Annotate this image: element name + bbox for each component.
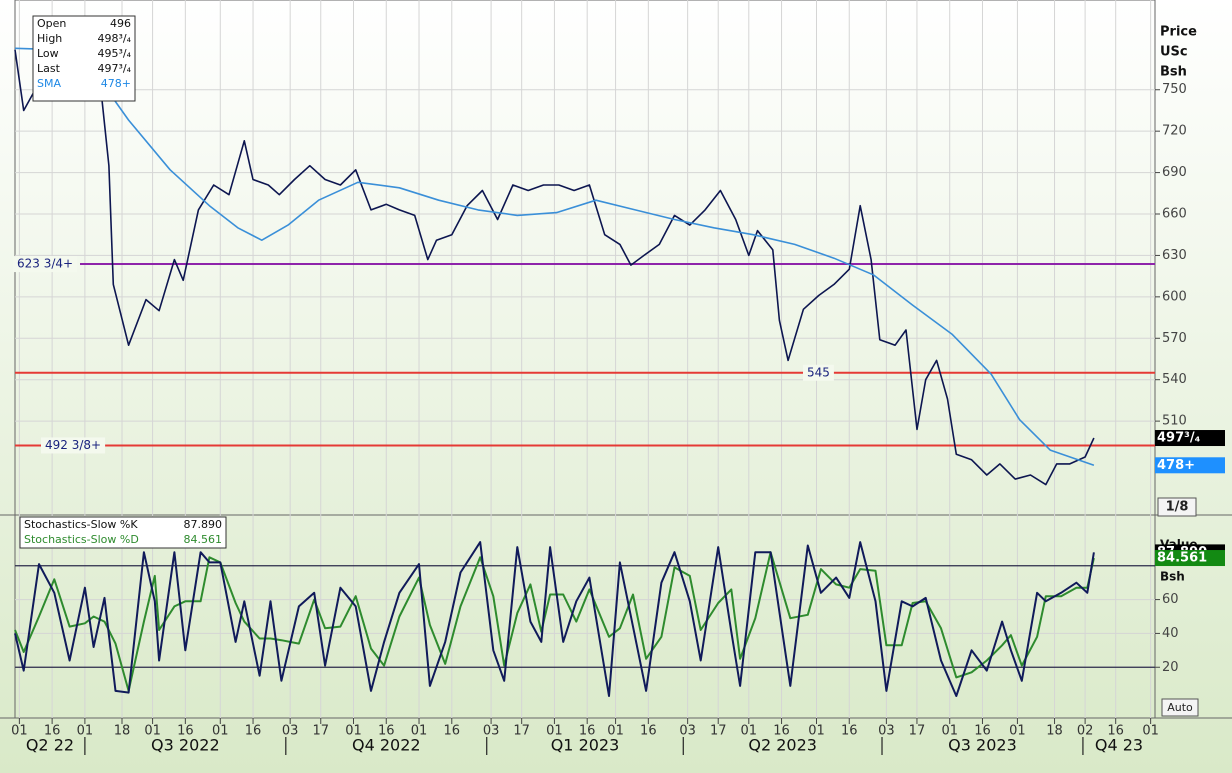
x-tick-label: 01 [1009, 724, 1026, 739]
x-tick-label: 01 [741, 724, 758, 739]
x-tick-label: 17 [909, 724, 926, 739]
x-tick-label: 01 [1142, 724, 1159, 739]
reference-label-bg [13, 256, 78, 273]
period-label: Q1 2023 [551, 736, 620, 755]
period-label: Q3 2023 [948, 736, 1017, 755]
info-value: 496 [110, 17, 131, 30]
axis-label: Bsh [1160, 65, 1187, 80]
x-tick-label: 03 [282, 724, 299, 739]
reference-label-bg [41, 437, 106, 454]
y-tick-label: 20 [1162, 660, 1179, 675]
scale-mode: Auto [1167, 701, 1193, 714]
x-tick-label: 02 [1077, 724, 1094, 739]
info-label: Low [37, 47, 59, 60]
y-tick-label: 540 [1162, 372, 1187, 387]
value-tag-bg [1155, 430, 1225, 447]
y-tick-label: 750 [1162, 82, 1187, 97]
x-tick-label: 16 [444, 724, 461, 739]
info-label: High [37, 32, 62, 45]
period-label: Q4 23 [1095, 736, 1143, 755]
info-box [32, 15, 136, 102]
y-tick-label: 60 [1162, 592, 1179, 607]
reference-label: 623 3/4+ [17, 257, 73, 271]
period-label: Q2 22 [26, 736, 74, 755]
y-tick-label: 660 [1162, 207, 1187, 222]
info-label: Open [37, 17, 66, 30]
x-tick-label: 17 [312, 724, 329, 739]
x-tick-label: 01 [144, 724, 161, 739]
info-value: 497³/₄ [97, 62, 131, 75]
x-tick-label: 01 [546, 724, 563, 739]
y-tick-label: 40 [1162, 626, 1179, 641]
value-tag: 84.561 [1157, 551, 1207, 566]
x-tick-label: 01 [11, 724, 28, 739]
info-label: Last [37, 62, 61, 75]
marks [14, 47, 1155, 697]
x-tick-label: 01 [345, 724, 362, 739]
period-label: Q3 2022 [151, 736, 220, 755]
info-value: 478+ [101, 77, 131, 90]
x-tick-label: 17 [513, 724, 530, 739]
period-label: Q2 2023 [748, 736, 817, 755]
info-value: 495³/₄ [97, 47, 131, 60]
axis-label: Bsh [1160, 570, 1185, 584]
x-tick-label: 16 [773, 724, 790, 739]
x-tick-label: 16 [841, 724, 858, 739]
x-tick-label: 01 [77, 724, 94, 739]
x-tick-label: 03 [679, 724, 696, 739]
legend-value: 87.890 [184, 518, 223, 531]
x-tick-label: 01 [941, 724, 958, 739]
y-tick-label: 570 [1162, 331, 1187, 346]
increment-label: 1/8 [1166, 500, 1189, 515]
legend-value: 84.561 [184, 533, 223, 546]
value-tag: 478+ [1157, 458, 1195, 473]
legend-label: Stochastics-Slow %D [24, 533, 139, 546]
x-tick-label: 16 [378, 724, 395, 739]
legend-label: Stochastics-Slow %K [24, 518, 138, 531]
value-tag-bg [1155, 550, 1225, 567]
period-label: Q4 2022 [352, 736, 421, 755]
value-tag: 497³/₄ [1157, 431, 1201, 446]
y-tick-label: 600 [1162, 289, 1187, 304]
y-tick-label: 510 [1162, 414, 1187, 429]
value-tag-bg [1155, 457, 1225, 474]
x-tick-label: 16 [974, 724, 991, 739]
labels: 01 16 01 18 01 16 01 16 03 17 01 16 01 16 03 17 01 16 01 16… [11, 15, 1225, 755]
x-tick-label: 01 [808, 724, 825, 739]
x-tick-label: 18 [114, 724, 131, 739]
x-tick-label: 16 [1107, 724, 1124, 739]
series-line [14, 541, 1095, 697]
legend-box [19, 516, 227, 549]
scale-mode-box [1161, 698, 1199, 717]
y-tick-label: 720 [1162, 124, 1187, 139]
x-tick-label: 16 [245, 724, 262, 739]
info-value: 498³/₄ [97, 32, 131, 45]
x-tick-label: 03 [483, 724, 500, 739]
series-line [14, 47, 1095, 467]
info-label: SMA [37, 77, 61, 90]
x-tick-label: 16 [579, 724, 596, 739]
reference-label-bg [803, 364, 834, 381]
x-tick-label: 16 [640, 724, 657, 739]
x-tick-label: 18 [1046, 724, 1063, 739]
x-tick-label: 01 [607, 724, 624, 739]
y-tick-label: 630 [1162, 248, 1187, 263]
y-tick-label: 690 [1162, 165, 1187, 180]
reference-label: 492 3/8+ [45, 438, 101, 452]
reference-label: 545 [807, 365, 830, 379]
x-tick-label: 16 [44, 724, 61, 739]
axis-label: USc [1160, 45, 1188, 60]
axis-label: Price [1160, 25, 1197, 40]
x-tick-label: 01 [411, 724, 428, 739]
x-tick-label: 17 [710, 724, 727, 739]
x-tick-label: 16 [177, 724, 194, 739]
increment-box [1157, 497, 1197, 517]
x-tick-label: 03 [878, 724, 895, 739]
x-tick-label: 01 [212, 724, 229, 739]
series-line [14, 49, 1095, 486]
